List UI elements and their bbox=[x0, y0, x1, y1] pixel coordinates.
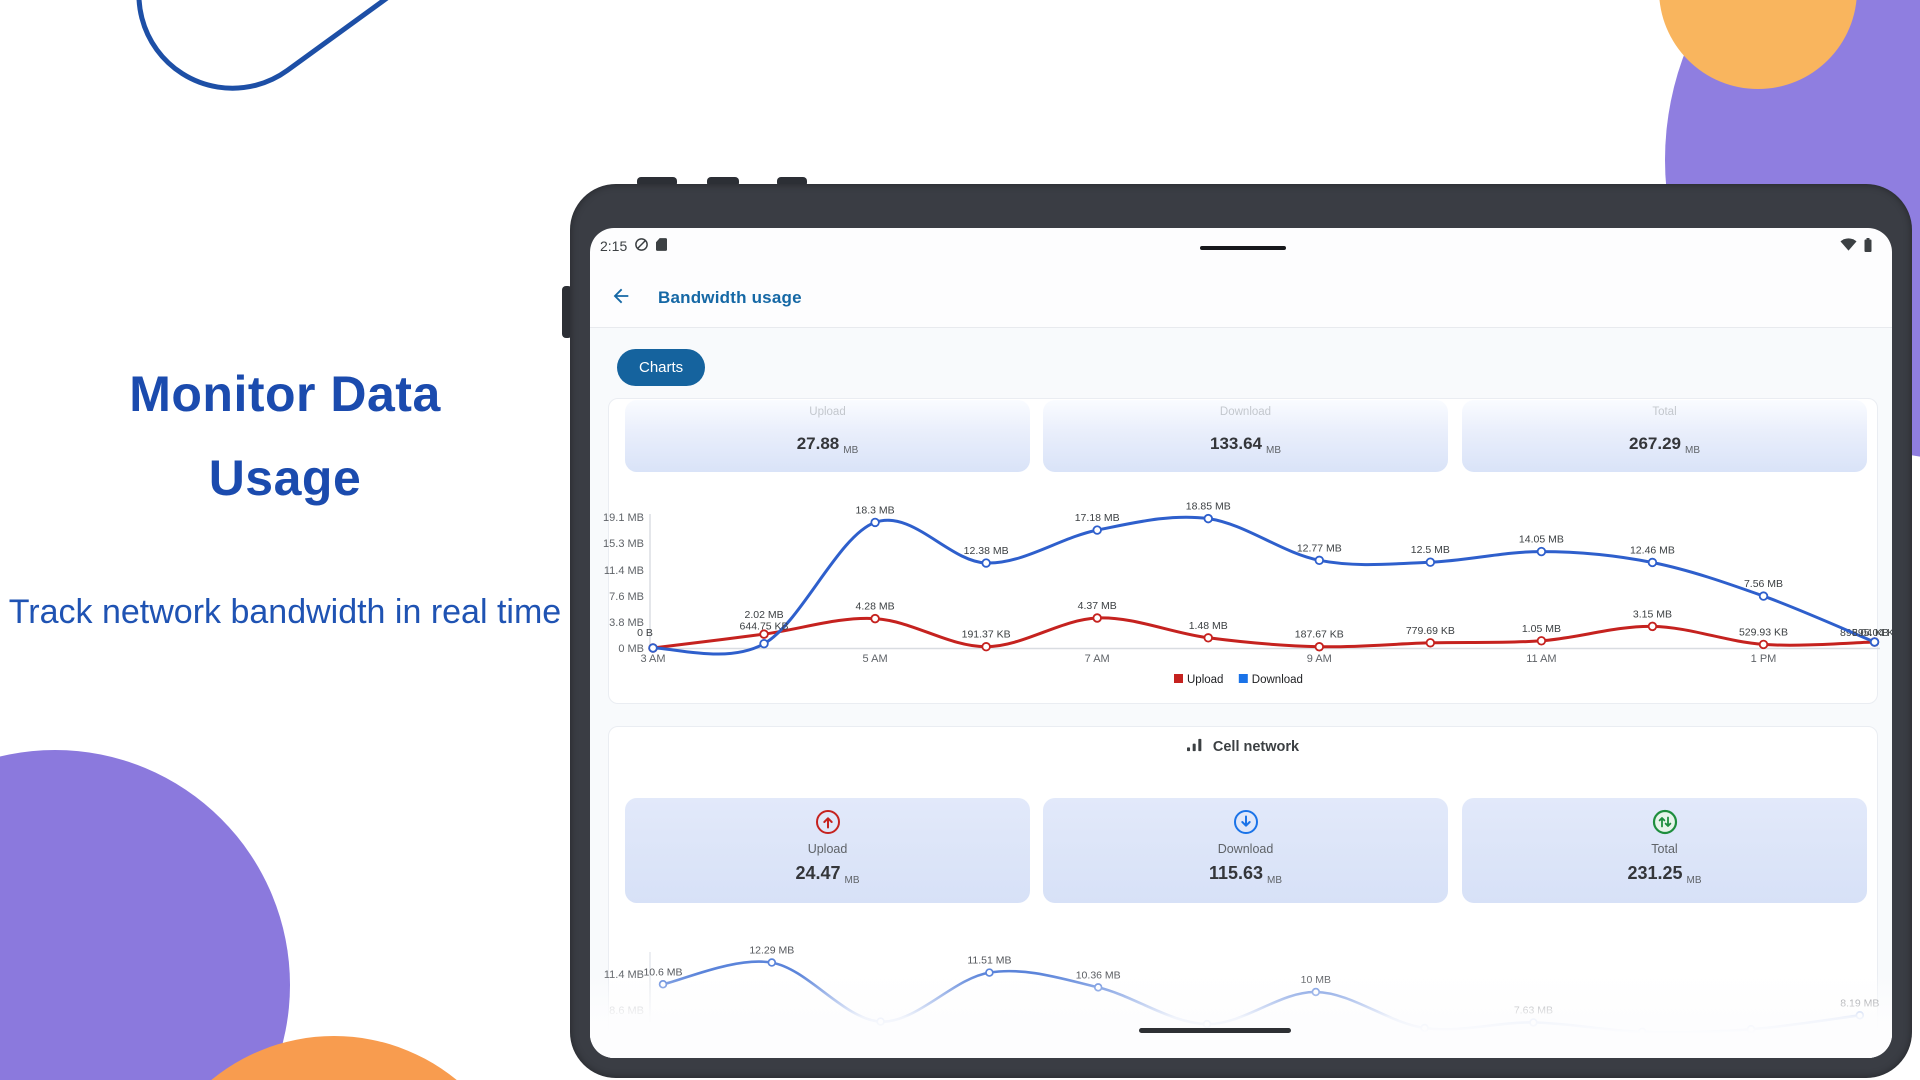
tablet-volume-button[interactable] bbox=[637, 177, 677, 187]
page-title: Bandwidth usage bbox=[658, 288, 802, 307]
purple-circle-bottom-left bbox=[0, 750, 290, 1080]
cell-total-card: Total 231.25 MB bbox=[1462, 798, 1867, 903]
hero-title-line1: Monitor Data bbox=[129, 366, 441, 422]
cell-network-header: Cell network bbox=[608, 738, 1878, 756]
wifi-upload-card: Upload 27.88 MB bbox=[625, 400, 1030, 472]
header-divider bbox=[590, 327, 1892, 328]
card-label: Upload bbox=[807, 842, 848, 856]
wifi-icon bbox=[1840, 238, 1857, 254]
download-circle-icon bbox=[1043, 809, 1448, 835]
hero-title: Monitor Data Usage bbox=[30, 352, 540, 520]
card-value: 27.88 MB bbox=[796, 434, 859, 456]
card-value: 133.64 MB bbox=[1210, 434, 1281, 456]
sd-card-icon bbox=[656, 238, 668, 254]
cell-download-card: Download 115.63 MB bbox=[1043, 798, 1448, 903]
card-label: Total bbox=[1652, 406, 1677, 418]
status-bar: 2:15 bbox=[600, 236, 1872, 256]
battery-icon bbox=[1864, 237, 1872, 255]
do-not-disturb-icon bbox=[634, 237, 649, 255]
camera-strip bbox=[1200, 246, 1286, 250]
gesture-bar[interactable] bbox=[1139, 1028, 1291, 1033]
cell-upload-card: Upload 24.47 MB bbox=[625, 798, 1030, 903]
transfer-circle-icon bbox=[1462, 809, 1867, 835]
back-button[interactable] bbox=[610, 285, 632, 312]
card-label: Total bbox=[1651, 842, 1678, 856]
tablet-screen: 2:15 Band bbox=[590, 228, 1892, 1058]
cell-network-title: Cell network bbox=[1212, 739, 1300, 755]
tablet-volume-button[interactable] bbox=[707, 177, 739, 187]
hero-title-line2: Usage bbox=[208, 450, 362, 506]
tablet-frame: 2:15 Band bbox=[570, 184, 1912, 1078]
upload-circle-icon bbox=[625, 809, 1030, 835]
card-label: Download bbox=[1217, 842, 1274, 856]
tablet-power-button[interactable] bbox=[777, 177, 807, 187]
scroll-fade bbox=[590, 973, 1892, 1058]
tablet-side-button[interactable] bbox=[562, 286, 572, 338]
capsule-outline-shape bbox=[98, 0, 523, 129]
card-label: Upload bbox=[809, 406, 846, 418]
card-value: 267.29 MB bbox=[1629, 434, 1700, 456]
charts-tab-chip[interactable]: Charts bbox=[617, 349, 706, 386]
hero-subtitle: Track network bandwidth in real time bbox=[8, 593, 562, 631]
wifi-download-card: Download 133.64 MB bbox=[1043, 400, 1448, 472]
card-value: 115.63 MB bbox=[1208, 863, 1283, 886]
signal-bars-icon bbox=[1186, 738, 1204, 756]
card-value: 231.25 MB bbox=[1627, 863, 1702, 886]
app-bar: Bandwidth usage bbox=[610, 280, 802, 316]
card-value: 24.47 MB bbox=[795, 863, 860, 886]
card-label: Download bbox=[1219, 406, 1272, 418]
wifi-total-card: Total 267.29 MB bbox=[1462, 400, 1867, 472]
status-time: 2:15 bbox=[600, 238, 628, 254]
